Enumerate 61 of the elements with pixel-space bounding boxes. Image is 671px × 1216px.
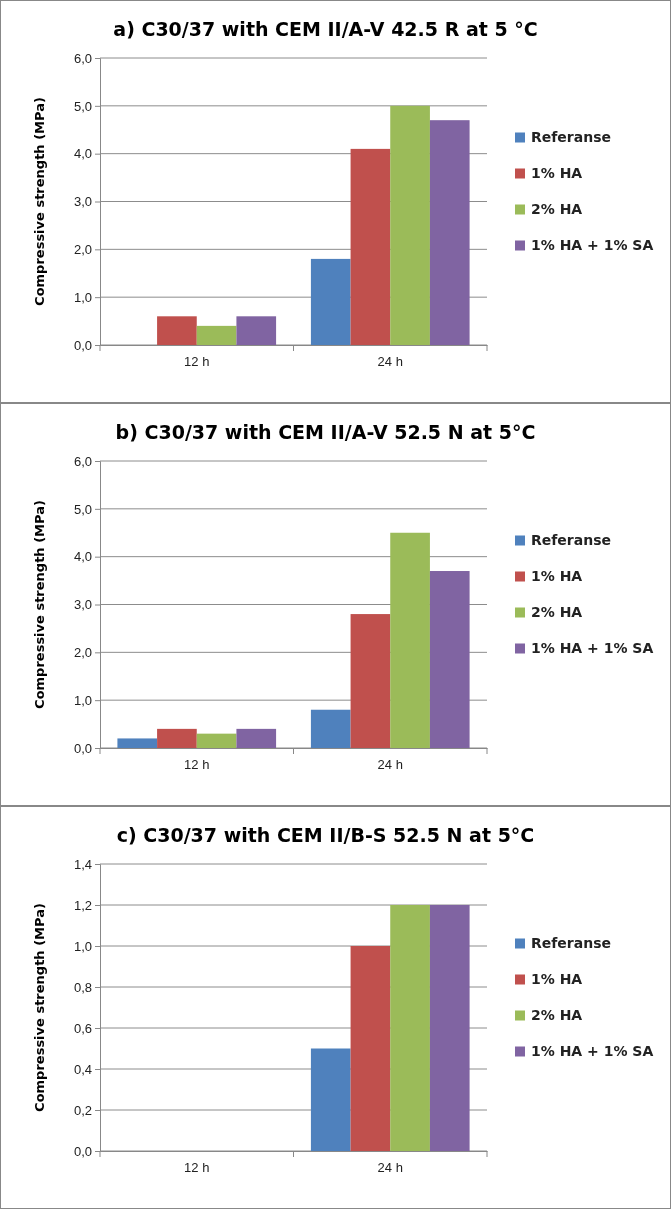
y-tick-label: 0,6 — [73, 1020, 92, 1036]
y-tick-label: 1,0 — [73, 938, 92, 954]
y-axis-title: Compressive strength (MPa) — [32, 500, 47, 709]
legend-label: 1% HA + 1% SA — [531, 1042, 654, 1059]
x-tick-label: 24 h — [377, 1160, 403, 1176]
x-tick-label: 12 h — [184, 757, 210, 773]
bar — [157, 728, 197, 748]
bar — [157, 316, 197, 345]
y-tick-label: 4,0 — [73, 549, 92, 565]
legend-label: Referanse — [531, 531, 612, 548]
y-tick-label: 0,2 — [73, 1102, 92, 1118]
y-tick-label: 5,0 — [73, 501, 92, 517]
legend-label: 1% HA — [531, 567, 583, 584]
x-tick-label: 12 h — [184, 1160, 210, 1176]
y-tick-label: 2,0 — [73, 241, 92, 257]
y-tick-label: 6,0 — [73, 453, 92, 469]
legend-label: 2% HA — [531, 603, 583, 620]
y-tick-label: 3,0 — [73, 194, 92, 210]
legend-label: Referanse — [531, 128, 612, 145]
y-tick-label: 0,4 — [73, 1061, 92, 1077]
legend-label: Referanse — [531, 934, 612, 951]
legend-label: 2% HA — [531, 200, 583, 217]
bar — [350, 614, 391, 748]
legend-label: 2% HA — [531, 1006, 583, 1023]
y-tick-label: 4,0 — [73, 146, 92, 162]
bar — [390, 532, 430, 748]
y-axis-title: Compressive strength (MPa) — [32, 903, 47, 1112]
y-tick-label: 0,0 — [73, 337, 92, 353]
legend-label: 1% HA + 1% SA — [531, 639, 654, 656]
legend-label: 1% HA + 1% SA — [531, 236, 654, 253]
bar — [350, 148, 391, 345]
bar — [236, 728, 277, 748]
y-tick-label: 1,0 — [73, 289, 92, 305]
y-tick-label: 5,0 — [73, 98, 92, 114]
y-axis-title: Compressive strength (MPa) — [32, 97, 47, 306]
y-tick-label: 1,2 — [73, 897, 92, 913]
chart-title: a) C30/37 with CEM II/A-V 42.5 R at 5 °C — [113, 18, 538, 40]
y-tick-label: 1,0 — [73, 692, 92, 708]
bar — [429, 571, 470, 748]
y-tick-label: 0,8 — [73, 979, 92, 995]
y-tick-label: 3,0 — [73, 597, 92, 613]
x-tick-label: 24 h — [377, 354, 403, 370]
bar — [390, 105, 430, 345]
bar — [429, 120, 470, 345]
y-tick-label: 0,0 — [73, 740, 92, 756]
bar — [310, 709, 351, 748]
bar — [117, 738, 158, 748]
legend-label: 1% HA — [531, 970, 583, 987]
bar — [196, 325, 237, 345]
y-tick-label: 6,0 — [73, 50, 92, 66]
bar — [310, 258, 351, 345]
bar — [196, 733, 237, 748]
x-tick-label: 12 h — [184, 354, 210, 370]
y-tick-label: 1,4 — [73, 856, 92, 872]
x-tick-label: 24 h — [377, 757, 403, 773]
legend-label: 1% HA — [531, 164, 583, 181]
chart-title: b) C30/37 with CEM II/A-V 52.5 N at 5°C — [115, 421, 536, 443]
chart-title: c) C30/37 with CEM II/B-S 52.5 N at 5°C — [116, 824, 535, 846]
y-tick-label: 2,0 — [73, 644, 92, 660]
y-tick-label: 0,0 — [73, 1143, 92, 1159]
bar — [236, 316, 277, 345]
